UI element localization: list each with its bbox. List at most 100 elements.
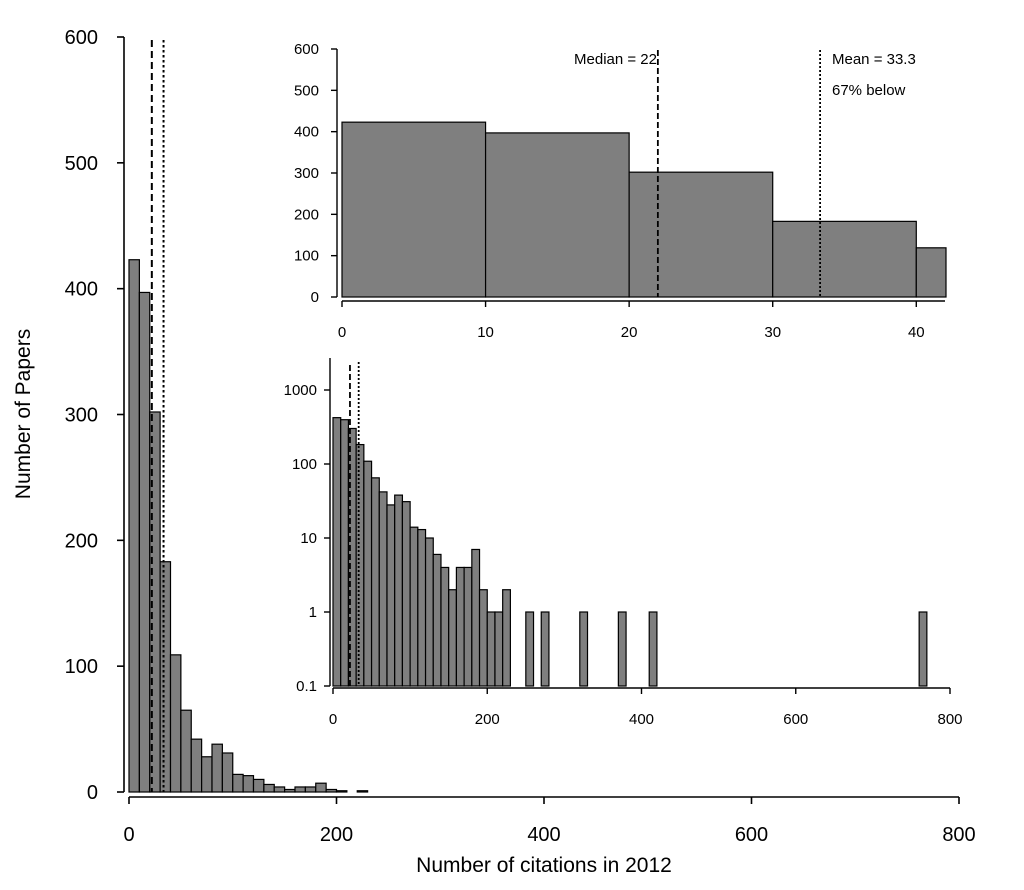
inset-log-bar	[378, 491, 388, 687]
inset-log-bar	[370, 477, 380, 687]
inset-zoom-bar	[341, 121, 487, 298]
inset-zoom-y-tick-label: 100	[294, 248, 319, 265]
inset-log-bar	[525, 611, 535, 687]
inset-log-y-ticks: 0.1 1 10 100 1000	[284, 382, 330, 695]
main-bar	[138, 291, 151, 793]
inset-zoom-x-tick-label: 30	[764, 324, 781, 341]
inset-log-x-tick-label: 0	[329, 711, 337, 728]
main-bar	[315, 782, 327, 793]
main-bar	[180, 709, 192, 793]
inset-log-bar	[463, 566, 473, 687]
inset-log-bar	[918, 611, 928, 687]
main-x-tick-label: 0	[123, 824, 134, 846]
main-y-tick-label: 100	[65, 656, 98, 678]
inset-zoom-bars	[341, 121, 947, 298]
inset-zoom-chart: 0 100 200 300 400 500 600 0 10 20 30 40 Median = 2…	[283, 38, 955, 350]
inset-zoom-y-tick-label: 0	[311, 289, 319, 306]
inset-log-bar	[401, 501, 411, 687]
main-bar	[252, 778, 265, 793]
inset-log-bar	[355, 443, 365, 687]
inset-log-bar	[471, 548, 481, 687]
main-y-tick-label: 0	[87, 782, 98, 804]
main-y-axis-title: Number of Papers	[12, 329, 35, 499]
inset-zoom-y-ticks: 0 100 200 300 400 500 600	[294, 41, 337, 306]
main-x-tick-label: 800	[942, 824, 975, 846]
main-bar	[128, 259, 140, 793]
inset-log-bar	[448, 589, 458, 687]
main-bar	[221, 752, 234, 793]
inset-zoom-x-tick-label: 20	[621, 324, 638, 341]
inset-log-bar	[424, 537, 434, 687]
inset-log-bar	[363, 460, 373, 687]
main-x-tick-label: 400	[527, 824, 560, 846]
inset-log-bar	[502, 589, 511, 687]
main-bar	[294, 786, 306, 793]
inset-log-y-tick-label: 1	[309, 604, 317, 621]
main-y-ticks: 0 100 200 300 400 500 600	[65, 27, 124, 804]
inset-log-bar	[455, 566, 465, 687]
inset-log-bar	[332, 417, 342, 687]
inset-zoom-y-tick-label: 300	[294, 165, 319, 182]
inset-log-x-ticks: 0 200 400 600 800	[329, 688, 963, 728]
inset-log-x-tick-label: 200	[475, 711, 500, 728]
inset-zoom-x-tick-label: 10	[477, 324, 494, 341]
inset-log-bar	[417, 528, 427, 687]
inset-log-bar	[579, 611, 589, 687]
main-stat-lines	[150, 40, 165, 792]
main-bar	[263, 783, 275, 793]
inset-log-bar	[486, 611, 496, 687]
main-bar	[201, 756, 213, 793]
main-y-tick-label: 300	[65, 405, 98, 427]
main-bar	[159, 561, 172, 793]
inset-log-x-tick-label: 600	[783, 711, 808, 728]
main-bar	[232, 773, 244, 793]
main-y-tick-label: 500	[65, 153, 98, 175]
inset-zoom-y-tick-label: 400	[294, 124, 319, 141]
inset-log-y-tick-label: 0.1	[296, 678, 317, 695]
inset-log-x-tick-label: 800	[937, 711, 962, 728]
inset-log-chart: 0.1 1 10 100 1000 0 200 400 600 800	[284, 355, 963, 745]
mean-annotation: Mean = 33.3	[832, 51, 916, 68]
median-annotation: Median = 22	[574, 51, 657, 68]
percent-below-annotation: 67% below	[832, 82, 906, 99]
inset-log-bar	[617, 611, 627, 687]
inset-zoom-y-tick-label: 500	[294, 82, 319, 99]
main-bar	[211, 743, 223, 793]
inset-log-bars	[332, 417, 928, 687]
main-x-tick-label: 200	[320, 824, 353, 846]
inset-log-y-tick-label: 100	[292, 456, 317, 473]
inset-zoom-bar	[628, 171, 774, 298]
inset-zoom-y-tick-label: 200	[294, 206, 319, 223]
main-bar	[242, 775, 255, 793]
main-bar	[273, 786, 286, 793]
inset-zoom-x-tick-label: 40	[908, 324, 925, 341]
inset-zoom-y-tick-label: 600	[294, 41, 319, 58]
main-y-tick-label: 400	[65, 279, 98, 301]
main-bar	[335, 790, 348, 793]
inset-log-bar	[386, 504, 396, 687]
inset-log-bar	[409, 526, 419, 687]
inset-zoom-bar	[484, 132, 630, 298]
inset-log-bar	[440, 566, 450, 687]
inset-log-bar	[494, 611, 504, 687]
main-bar	[325, 788, 338, 793]
main-x-axis-title: Number of citations in 2012	[416, 854, 672, 877]
main-bars	[128, 259, 369, 793]
main-bar	[304, 786, 317, 793]
inset-log-bar	[478, 589, 488, 687]
main-y-tick-label: 200	[65, 530, 98, 552]
inset-log-bar	[394, 494, 404, 687]
inset-zoom-x-ticks: 0 10 20 30 40	[338, 301, 925, 341]
inset-log-bar	[432, 553, 442, 687]
inset-zoom-stat-lines	[656, 50, 821, 297]
inset-log-bar	[340, 419, 350, 687]
inset-log-x-tick-label: 400	[629, 711, 654, 728]
inset-log-bar	[540, 611, 550, 687]
inset-zoom-bar	[772, 220, 917, 298]
main-bar	[356, 790, 369, 793]
inset-log-bar	[648, 611, 658, 687]
main-x-tick-label: 600	[735, 824, 768, 846]
inset-log-y-tick-label: 10	[300, 530, 317, 547]
